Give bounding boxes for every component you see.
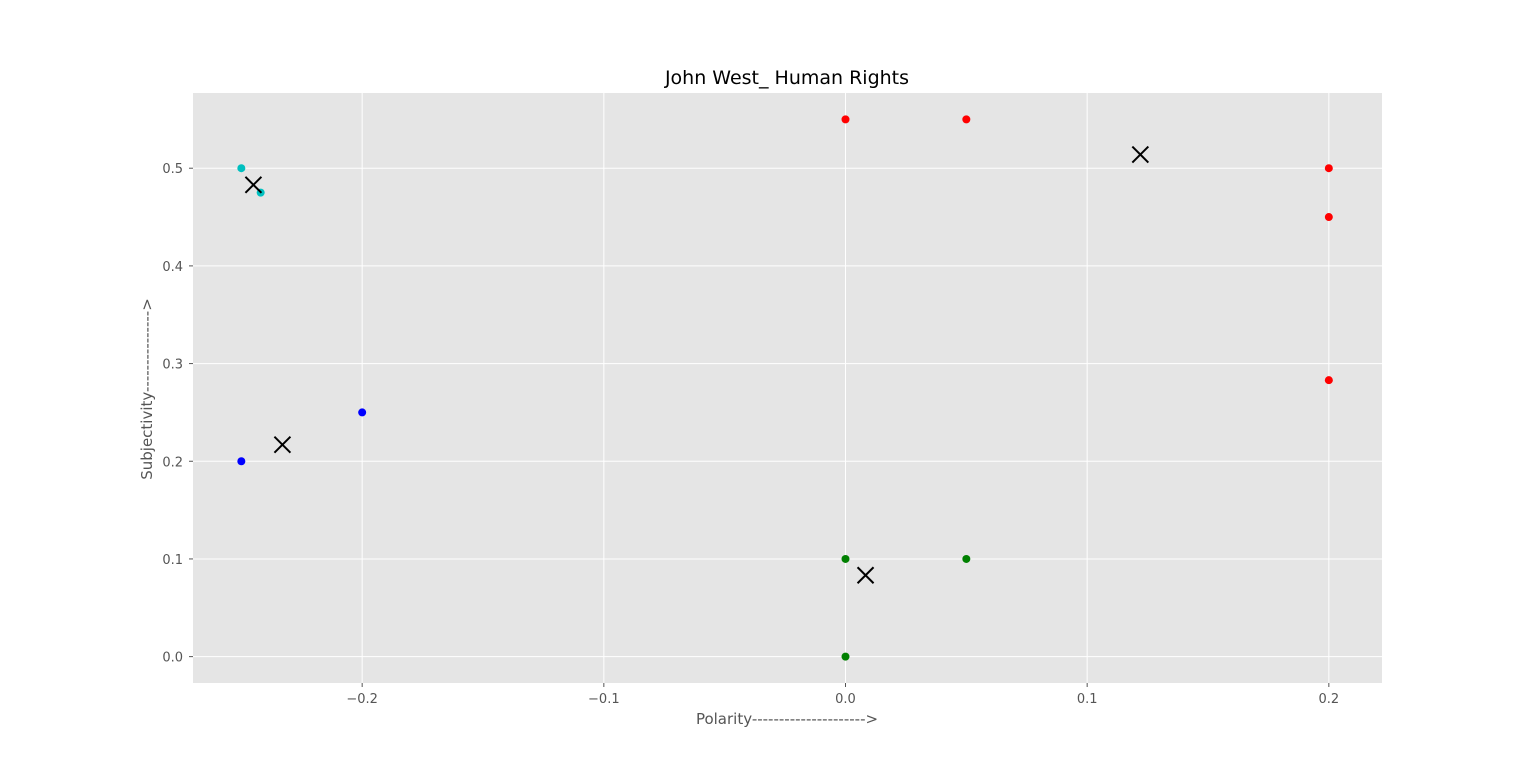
y-axis-label: Subjectivity---------------> xyxy=(138,298,156,480)
x-tick-label: 0.1 xyxy=(1077,692,1098,707)
y-tick-label: 0.1 xyxy=(162,553,183,568)
data-point xyxy=(841,652,850,661)
data-point xyxy=(1324,164,1333,173)
data-point xyxy=(962,554,971,563)
centroid-marker xyxy=(1131,145,1150,164)
x-tick-label: −0.2 xyxy=(346,692,378,707)
x-tick-label: 0.0 xyxy=(835,692,856,707)
data-point xyxy=(1324,376,1333,385)
data-point xyxy=(358,408,367,417)
y-axis-ticks: 0.0 0.1 0.2 0.3 0.4 0.5 xyxy=(162,162,193,666)
y-tick-label: 0.0 xyxy=(162,651,183,666)
plot-area xyxy=(193,93,1382,683)
y-tick-label: 0.4 xyxy=(162,260,183,275)
x-axis-ticks: −0.2 −0.1 0.0 0.1 0.2 xyxy=(346,683,1339,707)
data-point xyxy=(962,115,971,124)
centroid-marker xyxy=(273,435,292,454)
y-tick-label: 0.3 xyxy=(162,358,183,373)
chart-title: John West_ Human Rights xyxy=(664,67,909,89)
data-point xyxy=(1324,213,1333,222)
x-tick-label: 0.2 xyxy=(1318,692,1339,707)
data-point xyxy=(841,554,850,563)
grid-lines xyxy=(193,93,1382,683)
data-point xyxy=(841,115,850,124)
data-point xyxy=(237,457,246,466)
centroid-marker xyxy=(244,176,263,194)
data-points xyxy=(237,115,1333,661)
x-axis-label: Polarity---------------------> xyxy=(696,710,878,728)
y-tick-label: 0.5 xyxy=(162,162,183,177)
x-tick-label: −0.1 xyxy=(588,692,620,707)
y-tick-label: 0.2 xyxy=(162,455,183,470)
centroid-marker xyxy=(856,566,875,584)
data-point xyxy=(237,164,246,173)
